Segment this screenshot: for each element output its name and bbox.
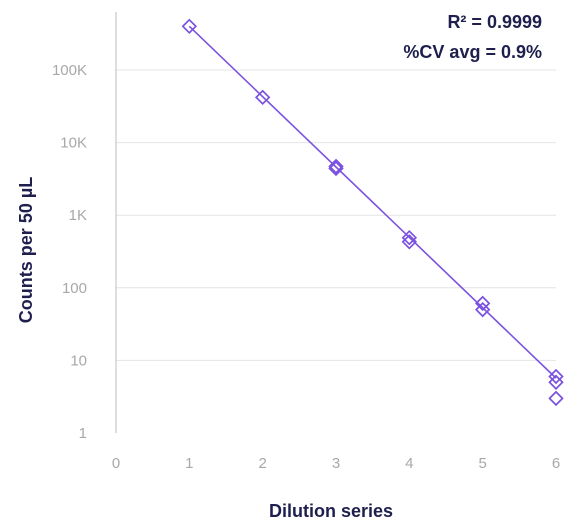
x-tick-labels: 0 1 2 3 4 5 6 bbox=[112, 455, 560, 472]
data-point bbox=[550, 392, 563, 405]
y-tick-label: 100K bbox=[52, 62, 87, 79]
y-tick-label: 100 bbox=[62, 280, 87, 297]
x-tick-label: 3 bbox=[332, 455, 340, 472]
x-tick-label: 6 bbox=[552, 455, 560, 472]
y-tick-label: 10K bbox=[60, 135, 87, 152]
y-tick-label: 1 bbox=[79, 425, 87, 442]
fit-line-group bbox=[189, 26, 556, 378]
cv-annotation: %CV avg = 0.9% bbox=[403, 42, 542, 62]
x-tick-label: 4 bbox=[405, 455, 413, 472]
y-axis-title: Counts per 50 µL bbox=[16, 177, 36, 323]
y-tick-labels: 1 10 100 1K 10K 100K bbox=[52, 62, 87, 442]
fit-line bbox=[189, 26, 556, 378]
x-tick-label: 5 bbox=[478, 455, 486, 472]
x-tick-label: 2 bbox=[258, 455, 266, 472]
x-axis-title: Dilution series bbox=[269, 501, 393, 521]
data-points bbox=[183, 20, 563, 405]
y-tick-label: 1K bbox=[69, 207, 87, 224]
y-tick-label: 10 bbox=[70, 352, 87, 369]
grid-lines bbox=[116, 70, 556, 360]
r-squared-annotation: R² = 0.9999 bbox=[447, 12, 542, 32]
x-tick-label: 0 bbox=[112, 455, 120, 472]
x-tick-label: 1 bbox=[185, 455, 193, 472]
